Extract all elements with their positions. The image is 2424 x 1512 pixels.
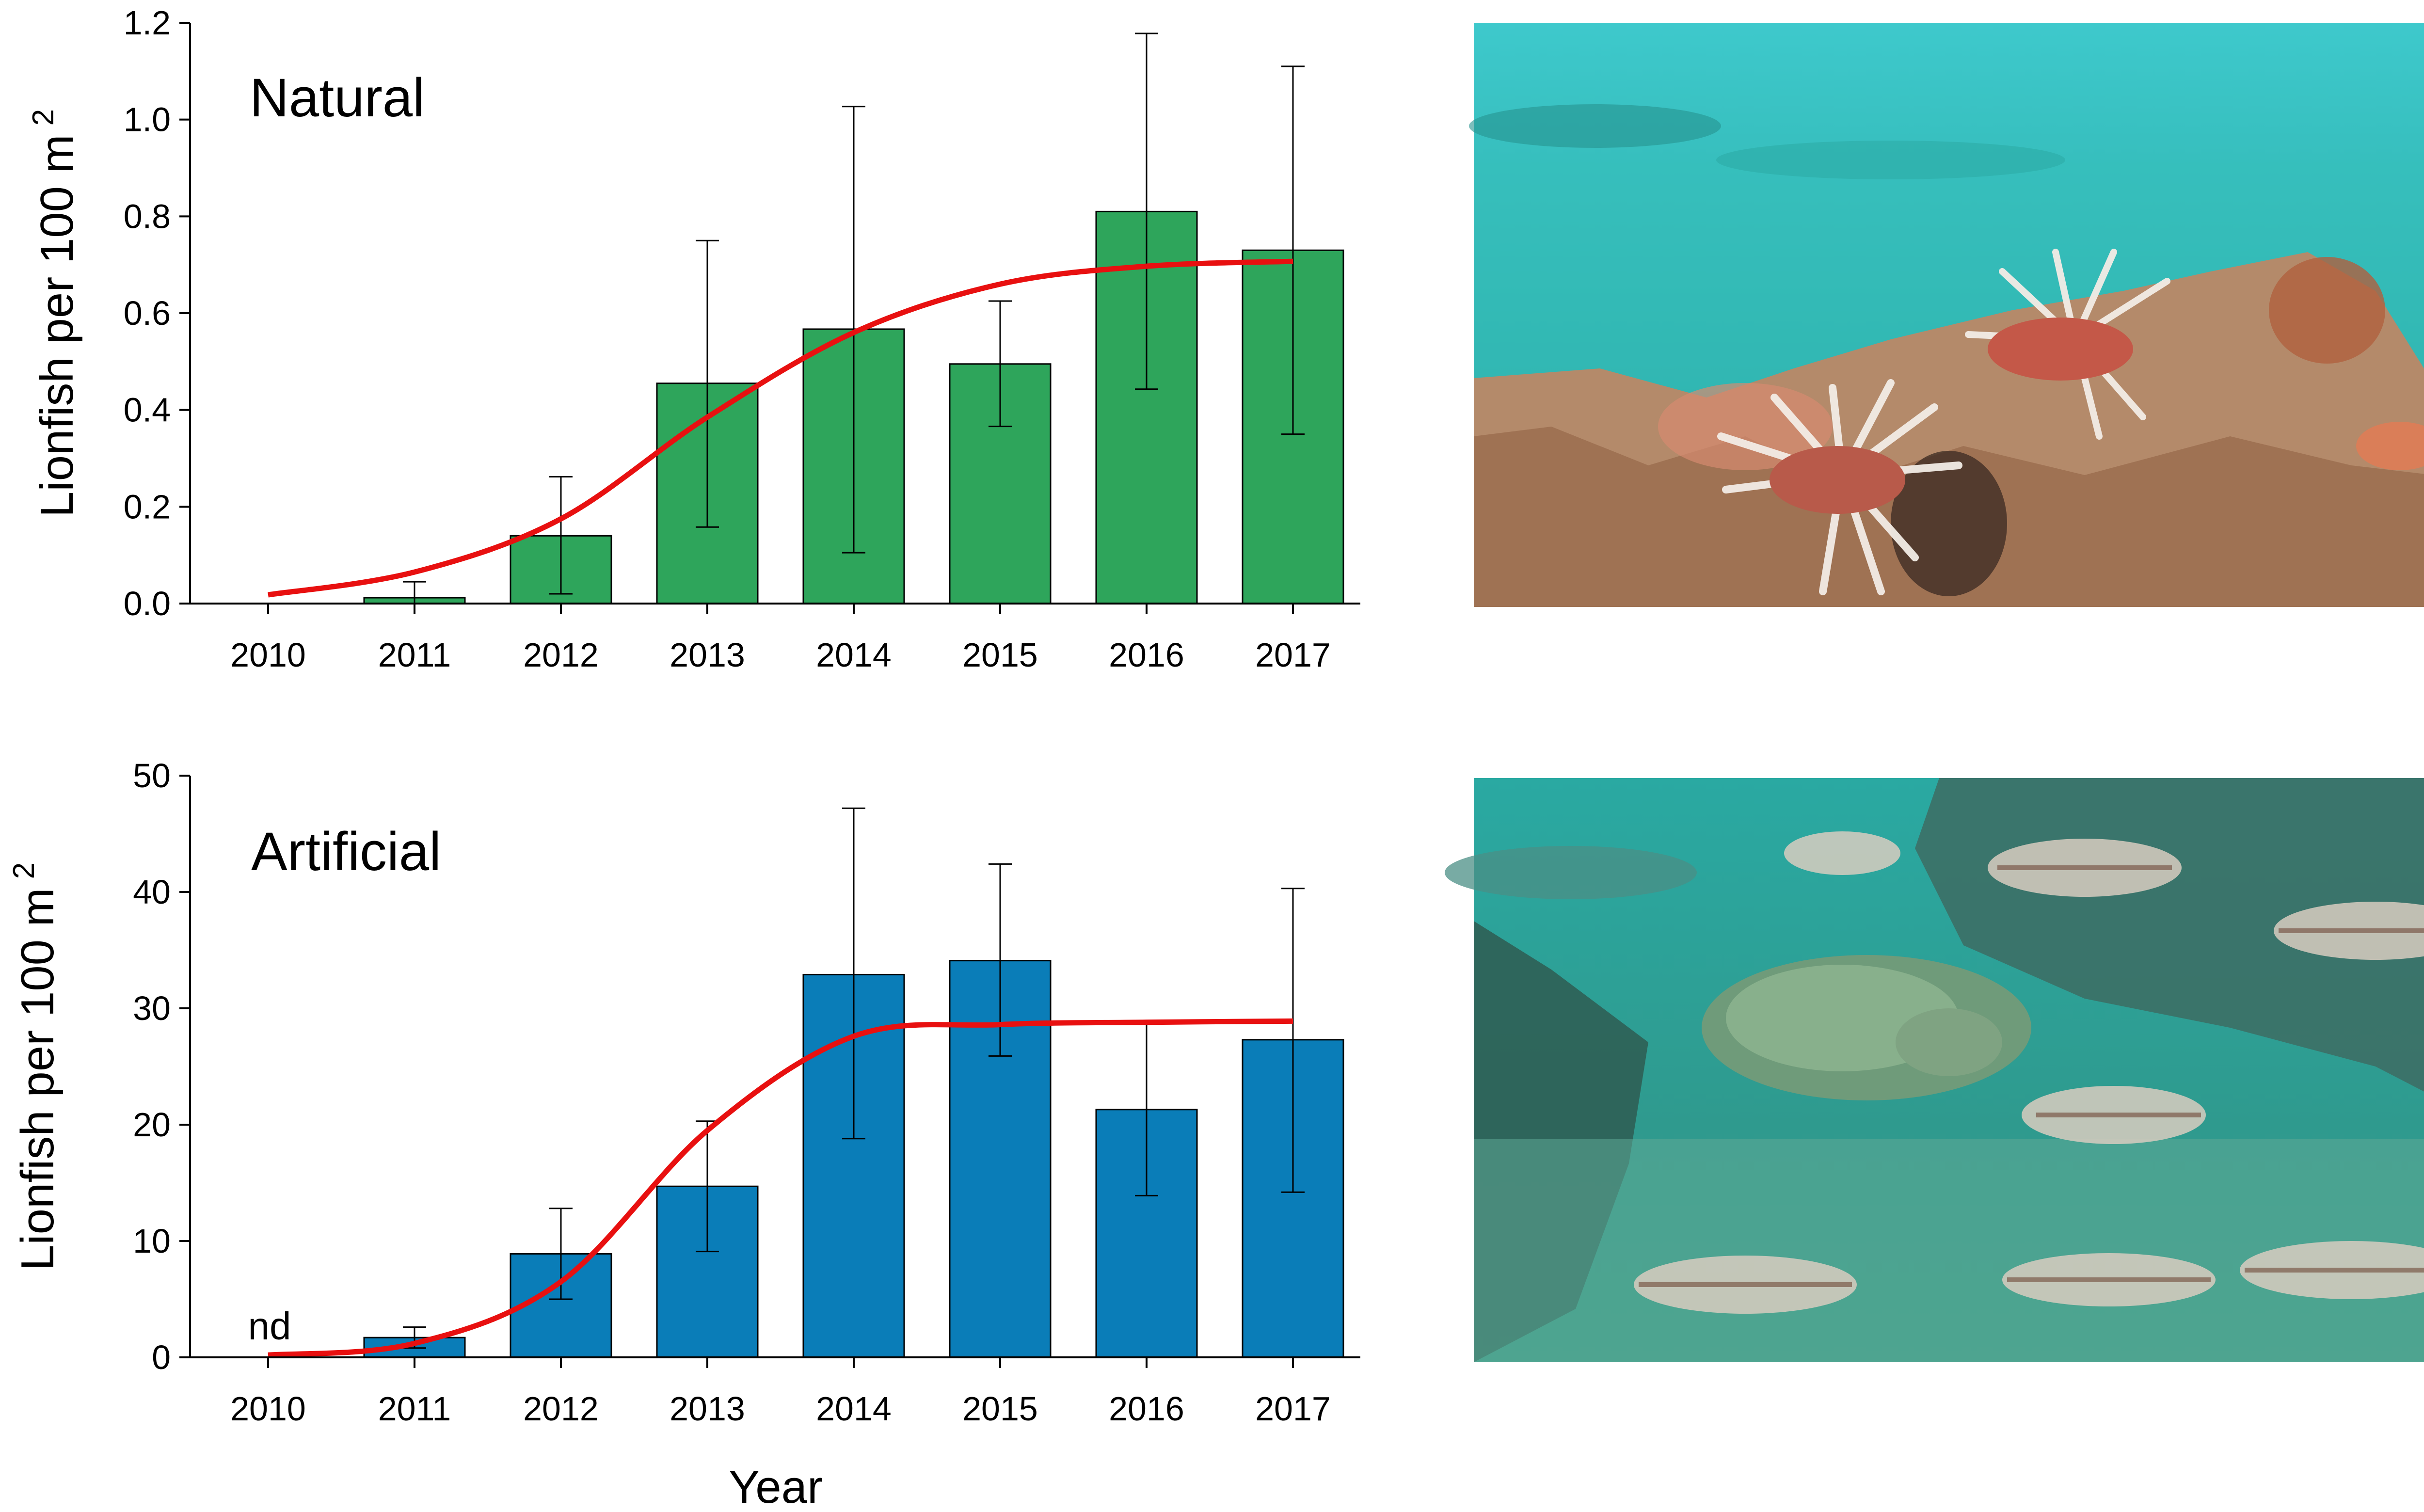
natural-error-bars — [403, 32, 1305, 605]
nat-error-bar — [549, 476, 573, 595]
nat-x-tick-label: 2016 — [1109, 636, 1184, 674]
art-y-tick-label: 10 — [133, 1222, 171, 1260]
nat-y-tick-label: 0.2 — [124, 488, 171, 525]
art-x-tick-label: 2011 — [378, 1390, 451, 1428]
art-y-tick-label: 20 — [133, 1106, 171, 1144]
nat-error-bar — [1281, 65, 1305, 435]
artificial-chart: 0 10 20 30 40 50 2010 2011 2012 2013 2014 2015 2016… — [7, 757, 1360, 1512]
art-x-tick-label: 2014 — [816, 1390, 892, 1428]
art-x-tick-label: 2013 — [670, 1390, 745, 1428]
nat-y-tick-label: 1.0 — [124, 101, 171, 139]
natural-chart: 0.00.20.40.60.81.01.2 2010 2011 2012 2013 20… — [27, 4, 1360, 674]
artificial-y-ticks: 0 10 20 30 40 50 — [133, 757, 190, 1376]
art-error-bar — [1281, 888, 1305, 1193]
nat-y-tick-label: 1.2 — [124, 4, 171, 42]
nat-x-tick-label: 2010 — [230, 636, 306, 674]
natural-reef-photo — [1469, 23, 2424, 607]
art-x-tick-label: 2012 — [523, 1390, 599, 1428]
natural-title: Natural — [250, 67, 425, 128]
art-x-tick-label: 2016 — [1109, 1390, 1184, 1428]
artificial-fit-curve — [268, 1018, 1293, 1358]
art-y-tick-label: 50 — [133, 757, 171, 795]
art-x-tick-label: 2017 — [1255, 1390, 1331, 1428]
art-y-tick-label: 40 — [133, 873, 171, 911]
art-y-tick-label: 30 — [133, 989, 171, 1027]
natural-y-axis-title: Lionfish per 100 m2 — [27, 109, 83, 517]
art-y-tick-label: 0 — [152, 1338, 171, 1376]
natural-fit-curve — [268, 258, 1293, 598]
art-x-tick-label: 2015 — [962, 1390, 1038, 1428]
artificial-reef-photo — [1445, 778, 2424, 1362]
nat-error-bar — [696, 239, 719, 528]
nat-x-tick-label: 2012 — [523, 636, 599, 674]
artificial-x-ticks: 2010 2011 2012 2013 2014 2015 2016 2017 — [230, 1357, 1331, 1428]
natural-x-ticks: 2010 2011 2012 2013 2014 2015 2016 2017 — [230, 604, 1331, 674]
x-axis-title: Year — [729, 1461, 823, 1512]
nat-x-tick-label: 2013 — [670, 636, 745, 674]
nat-y-tick-label: 0.0 — [124, 585, 171, 622]
nat-y-tick-label: 0.8 — [124, 197, 171, 235]
nat-error-bar — [1135, 32, 1158, 390]
artificial-title: Artificial — [251, 821, 441, 882]
artificial-nd-label: nd — [248, 1305, 291, 1348]
nat-x-tick-label: 2011 — [378, 636, 451, 674]
artificial-bars — [363, 960, 1344, 1358]
nat-x-tick-label: 2014 — [816, 636, 892, 674]
nat-y-tick-label: 0.6 — [124, 294, 171, 332]
art-x-tick-label: 2010 — [230, 1390, 306, 1428]
nat-error-bar — [989, 300, 1012, 428]
nat-x-tick-label: 2017 — [1255, 636, 1331, 674]
nat-x-tick-label: 2015 — [962, 636, 1038, 674]
art-error-bar — [842, 807, 865, 1140]
nat-y-tick-label: 0.4 — [124, 391, 171, 429]
artificial-y-axis-title: Lionfish per 100 m2 — [7, 862, 64, 1271]
natural-y-ticks: 0.0 0.2 0.4 0.6 0.8 1.0 1.2 — [124, 4, 190, 622]
